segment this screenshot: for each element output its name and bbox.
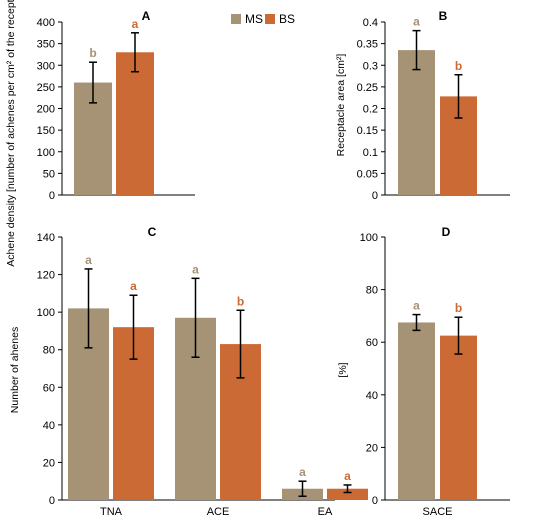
panel-a-title: A [142, 9, 151, 23]
significance-letter: a [85, 253, 92, 267]
significance-letter: a [413, 15, 420, 29]
y-tick-label: 20 [43, 457, 55, 469]
panel-b-title: B [439, 9, 448, 23]
y-tick-label: 40 [366, 390, 378, 402]
y-tick-label: 150 [37, 125, 55, 137]
bar-ms [398, 50, 435, 195]
y-tick-label: 0.3 [363, 60, 378, 72]
panel-d-ylabel: [%] [337, 362, 349, 377]
significance-letter: a [192, 262, 199, 276]
y-tick-label: 300 [37, 60, 55, 72]
y-tick-label: 200 [37, 104, 55, 116]
y-tick-label: 0.4 [363, 17, 378, 29]
bar-bs [116, 52, 154, 196]
y-tick-label: 100 [37, 147, 55, 159]
y-tick-label: 0.2 [363, 104, 378, 116]
panel-b-ylabel: Receptacle area [cm²] [335, 54, 347, 157]
bar-bs [327, 488, 368, 500]
y-tick-label: 50 [43, 168, 55, 180]
significance-letter: a [130, 279, 137, 293]
panel-c-ylabel: Number of ahenes [9, 327, 21, 413]
bar-ms [398, 322, 435, 500]
bar-bs [440, 335, 477, 500]
y-tick-label: 140 [37, 232, 55, 244]
significance-letter: b [455, 59, 462, 73]
y-tick-label: 400 [37, 17, 55, 29]
panel-a: 0 50 100 150 200 250 300 350 400 b a [37, 17, 195, 202]
y-tick-label: 0.35 [357, 39, 378, 51]
y-tick-label: 0 [372, 495, 378, 507]
panel-c: 0 20 40 60 80 100 120 140 a a TNA a b ACE a a EA [37, 232, 368, 518]
y-tick-label: 40 [43, 420, 55, 432]
panel-b: 0 0.05 0.1 0.15 0.2 0.25 0.3 0.35 0.4 a b [357, 15, 510, 202]
y-tick-label: 100 [37, 307, 55, 319]
y-tick-label: 350 [37, 39, 55, 51]
y-tick-label: 20 [366, 442, 378, 454]
y-tick-label: 0.15 [357, 125, 378, 137]
x-category-label: ACE [207, 506, 230, 518]
y-tick-label: 0 [49, 495, 55, 507]
panel-a-ylabel: Achene density [number of achenes per cm… [5, 0, 17, 267]
panel-a-ylabel-text: Achene density [number of achenes per cm… [5, 0, 17, 267]
significance-letter: a [132, 17, 139, 31]
x-category-label: EA [318, 506, 333, 518]
x-category-label: TNA [100, 506, 123, 518]
significance-letter: a [413, 299, 420, 313]
y-tick-label: 60 [43, 382, 55, 394]
y-tick-label: 60 [366, 337, 378, 349]
panel-d: 0 20 40 60 80 100 a b SACE [360, 232, 510, 518]
significance-letter: a [344, 469, 351, 483]
y-tick-label: 0.05 [357, 168, 378, 180]
y-tick-label: 80 [43, 345, 55, 357]
significance-letter: a [299, 465, 306, 479]
y-tick-label: 120 [37, 270, 55, 282]
y-tick-label: 80 [366, 285, 378, 297]
legend: MS BS [231, 12, 295, 26]
y-tick-label: 0.1 [363, 147, 378, 159]
y-tick-label: 0 [372, 190, 378, 202]
significance-letter: b [455, 301, 462, 315]
y-tick-label: 0.25 [357, 82, 378, 94]
legend-label-bs: BS [279, 12, 295, 26]
legend-label-ms: MS [245, 12, 263, 26]
panel-d-title: D [442, 225, 451, 239]
significance-letter: b [237, 294, 244, 308]
panel-c-title: C [148, 225, 157, 239]
legend-swatch-ms [231, 14, 241, 24]
legend-swatch-bs [265, 14, 275, 24]
y-tick-label: 0 [49, 190, 55, 202]
y-tick-label: 100 [360, 232, 378, 244]
x-category-label: SACE [423, 506, 453, 518]
significance-letter: b [89, 46, 96, 60]
y-tick-label: 250 [37, 82, 55, 94]
